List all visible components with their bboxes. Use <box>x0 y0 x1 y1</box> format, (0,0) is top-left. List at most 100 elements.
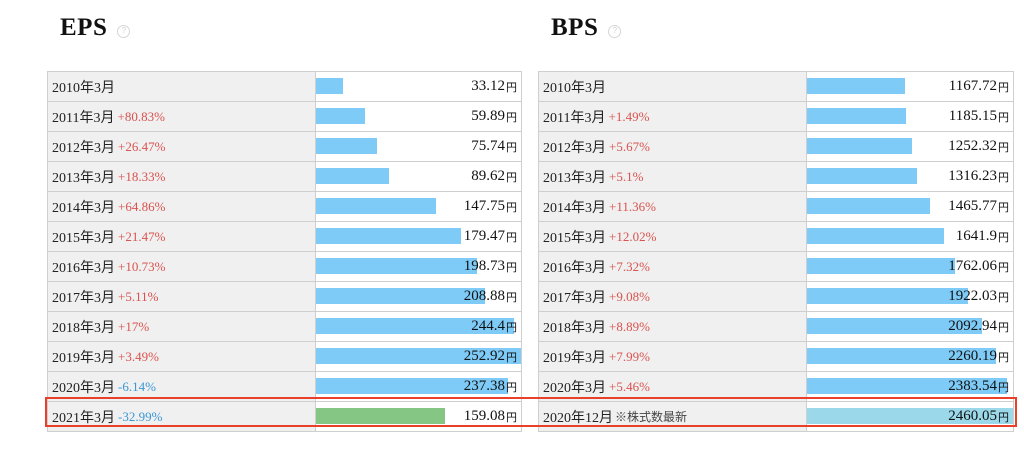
bps-value-text: 1185.15 円 <box>949 102 1009 131</box>
bps-period-cell: 2020年3月 +5.46% <box>539 372 807 401</box>
bps-period-label: 2011年3月 <box>543 110 606 126</box>
eps-value-unit: 円 <box>506 351 517 364</box>
eps-value-unit: 円 <box>506 231 517 244</box>
bps-period-label: 2015年3月 <box>543 230 606 246</box>
eps-period-label: 2014年3月 <box>52 200 115 216</box>
eps-table-row: 2021年3月 -32.99% 159.08 円 <box>48 402 521 432</box>
eps-period-cell: 2012年3月 +26.47% <box>48 132 316 161</box>
bps-value-cell: 1641.9 円 <box>807 222 1013 251</box>
bps-value-bar <box>807 318 982 334</box>
eps-value-cell: 147.75 円 <box>316 192 521 221</box>
bps-change-rate: +9.08% <box>609 288 650 304</box>
bps-value-number: 2092.94 <box>948 318 997 334</box>
bps-period-label: 2014年3月 <box>543 200 606 216</box>
bps-value-number: 1185.15 <box>948 108 997 124</box>
eps-value-text: 75.74 円 <box>471 132 517 161</box>
bps-change-rate: +8.89% <box>609 318 650 334</box>
bps-change-rate: +7.99% <box>609 348 650 364</box>
eps-change-rate: +80.83% <box>117 108 165 124</box>
bps-heading: BPS ? <box>551 10 622 46</box>
eps-value-text: 252.92 円 <box>464 342 517 371</box>
bps-value-number: 1762.06 <box>948 258 997 274</box>
eps-value-bar <box>316 408 445 424</box>
eps-period-label: 2017年3月 <box>52 290 115 306</box>
bps-value-bar <box>807 78 905 94</box>
eps-period-cell: 2014年3月 +64.86% <box>48 192 316 221</box>
bps-value-text: 2260.19 円 <box>948 342 1009 371</box>
eps-value-unit: 円 <box>506 261 517 274</box>
bps-value-bar <box>807 348 996 364</box>
eps-value-cell: 75.74 円 <box>316 132 521 161</box>
bps-value-number: 2260.19 <box>948 348 997 364</box>
bps-help-icon[interactable]: ? <box>608 24 622 38</box>
bps-period-label: 2020年3月 <box>543 380 606 396</box>
bps-value-unit: 円 <box>998 171 1009 184</box>
eps-table-row: 2017年3月 +5.11% 208.88 円 <box>48 282 521 312</box>
eps-value-unit: 円 <box>506 81 517 94</box>
eps-period-label: 2010年3月 <box>52 80 115 96</box>
eps-period-label: 2012年3月 <box>52 140 115 156</box>
eps-title: EPS <box>60 14 108 41</box>
bps-period-cell: 2012年3月 +5.67% <box>539 132 807 161</box>
bps-value-text: 1252.32 円 <box>948 132 1009 161</box>
bps-value-bar <box>807 108 906 124</box>
bps-value-cell: 1762.06 円 <box>807 252 1013 281</box>
bps-change-rate: +7.32% <box>609 258 650 274</box>
bps-value-bar <box>807 378 1007 394</box>
bps-value-unit: 円 <box>998 141 1009 154</box>
bps-value-text: 1316.23 円 <box>948 162 1009 191</box>
bps-period-label: 2013年3月 <box>543 170 606 186</box>
bps-table-row: 2016年3月 +7.32% 1762.06 円 <box>539 252 1013 282</box>
eps-period-cell: 2017年3月 +5.11% <box>48 282 316 311</box>
bps-table-row: 2019年3月 +7.99% 2260.19 円 <box>539 342 1013 372</box>
eps-period-label: 2011年3月 <box>52 110 115 126</box>
bps-value-text: 1762.06 円 <box>948 252 1009 281</box>
eps-table-row: 2016年3月 +10.73% 198.73 円 <box>48 252 521 282</box>
bps-period-label: 2017年3月 <box>543 290 606 306</box>
bps-table-row: 2012年3月 +5.67% 1252.32 円 <box>539 132 1013 162</box>
bps-period-label: 2020年12月 <box>543 410 613 426</box>
bps-value-unit: 円 <box>998 321 1009 334</box>
eps-value-bar <box>316 198 436 214</box>
eps-value-cell: 59.89 円 <box>316 102 521 131</box>
bps-value-bar <box>807 198 930 214</box>
eps-table-row: 2014年3月 +64.86% 147.75 円 <box>48 192 521 222</box>
eps-value-number: 237.38 <box>463 378 505 394</box>
eps-value-number: 147.75 <box>463 198 505 214</box>
eps-period-cell: 2019年3月 +3.49% <box>48 342 316 371</box>
eps-period-cell: 2021年3月 -32.99% <box>48 402 316 431</box>
bps-value-cell: 1316.23 円 <box>807 162 1013 191</box>
eps-value-unit: 円 <box>506 171 517 184</box>
eps-table-row: 2019年3月 +3.49% 252.92 円 <box>48 342 521 372</box>
bps-value-number: 2383.54 <box>948 378 997 394</box>
bps-value-bar <box>807 138 912 154</box>
bps-value-cell: 1922.03 円 <box>807 282 1013 311</box>
bps-table-row: 2013年3月 +5.1% 1316.23 円 <box>539 162 1013 192</box>
bps-table-row: 2020年3月 +5.46% 2383.54 円 <box>539 372 1013 402</box>
eps-value-unit: 円 <box>506 321 517 334</box>
eps-period-label: 2020年3月 <box>52 380 115 396</box>
bps-table-row: 2020年12月 ※株式数最新 2460.05 円 <box>539 402 1013 432</box>
eps-help-icon[interactable]: ? <box>117 24 131 38</box>
eps-period-label: 2016年3月 <box>52 260 115 276</box>
bps-value-cell: 2260.19 円 <box>807 342 1013 371</box>
bps-period-cell: 2018年3月 +8.89% <box>539 312 807 341</box>
eps-value-bar <box>316 318 514 334</box>
bps-period-cell: 2010年3月 <box>539 72 807 101</box>
eps-period-cell: 2015年3月 +21.47% <box>48 222 316 251</box>
bps-value-unit: 円 <box>998 291 1009 304</box>
eps-table-row: 2010年3月 33.12 円 <box>48 72 521 102</box>
eps-value-bar <box>316 108 365 124</box>
bps-period-cell: 2017年3月 +9.08% <box>539 282 807 311</box>
eps-value-number: 244.4 <box>471 318 505 334</box>
bps-value-cell: 2383.54 円 <box>807 372 1013 401</box>
bps-value-bar <box>807 168 917 184</box>
eps-value-cell: 237.38 円 <box>316 372 521 401</box>
bps-value-number: 1167.72 <box>948 78 997 94</box>
eps-value-text: 198.73 円 <box>464 252 517 281</box>
eps-period-cell: 2013年3月 +18.33% <box>48 162 316 191</box>
eps-change-rate: +3.49% <box>118 348 159 364</box>
bps-period-cell: 2019年3月 +7.99% <box>539 342 807 371</box>
bps-period-note: ※株式数最新 <box>615 410 688 424</box>
bps-value-text: 2383.54 円 <box>948 372 1009 401</box>
